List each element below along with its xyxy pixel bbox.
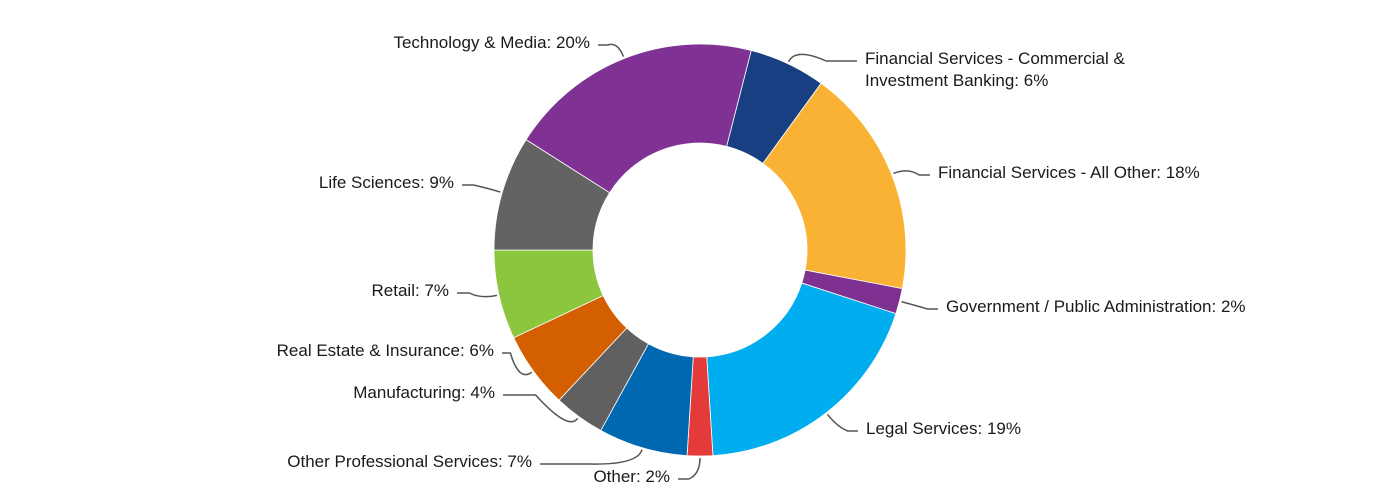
- data-label: Real Estate & Insurance: 6%: [276, 341, 494, 360]
- donut-slice: [762, 82, 907, 290]
- leader-line: [787, 53, 857, 63]
- leader-line: [457, 292, 498, 298]
- data-label: Other Professional Services: 7%: [287, 452, 532, 471]
- data-label: Financial Services - Commercial & Invest…: [865, 49, 1125, 90]
- donut-slice: [706, 282, 897, 457]
- leader-line: [901, 301, 938, 310]
- leader-line: [462, 184, 501, 193]
- leader-line: [503, 394, 579, 423]
- leader-line: [826, 413, 858, 432]
- data-label: Retail: 7%: [371, 281, 449, 300]
- data-label: Government / Public Administration: 2%: [946, 297, 1246, 316]
- data-label: Manufacturing: 4%: [353, 383, 495, 402]
- data-label: Legal Services: 19%: [866, 419, 1021, 438]
- data-label: Financial Services - All Other: 18%: [938, 163, 1200, 182]
- leader-line: [540, 449, 643, 465]
- leader-line: [502, 352, 533, 376]
- leader-line: [678, 457, 701, 480]
- donut-slice: [525, 43, 752, 194]
- leader-line: [598, 43, 625, 57]
- data-label: Other: 2%: [593, 467, 670, 486]
- leader-line: [893, 170, 930, 176]
- data-label: Technology & Media: 20%: [393, 33, 590, 52]
- data-label: Life Sciences: 9%: [318, 173, 454, 192]
